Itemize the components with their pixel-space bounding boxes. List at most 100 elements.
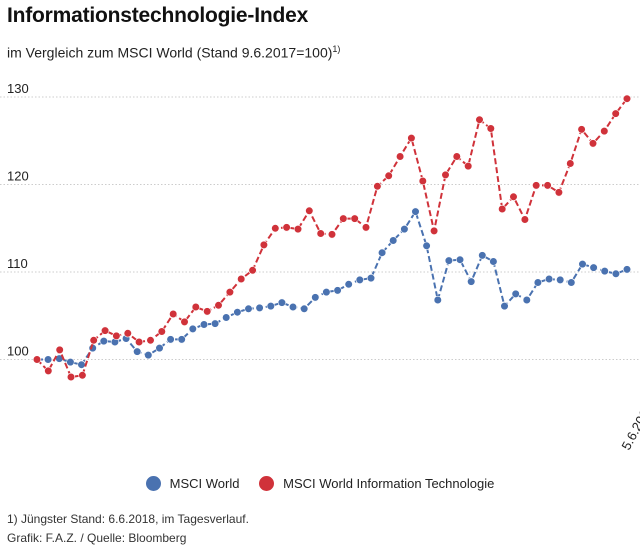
data-point-s0-22 bbox=[277, 298, 287, 307]
data-point-s1-20 bbox=[259, 240, 269, 249]
data-point-s1-46 bbox=[554, 188, 564, 197]
chart-legend: MSCI World MSCI World Information Techno… bbox=[0, 476, 640, 494]
data-point-s0-4 bbox=[77, 360, 86, 369]
data-point-s1-23 bbox=[293, 225, 303, 234]
data-point-s1-47 bbox=[566, 159, 575, 168]
legend-label-msci-world: MSCI World bbox=[169, 476, 240, 491]
data-point-s0-43 bbox=[511, 289, 520, 299]
legend-marker-msci-it bbox=[259, 476, 275, 491]
data-point-s1-14 bbox=[191, 302, 200, 312]
data-point-s0-24 bbox=[300, 304, 309, 313]
data-point-s0-40 bbox=[478, 251, 487, 260]
data-point-s1-34 bbox=[418, 176, 427, 186]
data-point-s1-11 bbox=[157, 327, 166, 336]
data-point-s0-3 bbox=[66, 358, 75, 367]
data-point-s1-49 bbox=[588, 139, 598, 148]
data-point-s0-21 bbox=[266, 302, 275, 311]
data-point-s0-38 bbox=[455, 255, 465, 264]
data-point-s0-44 bbox=[522, 295, 531, 305]
data-point-s1-40 bbox=[486, 124, 495, 133]
data-point-s0-49 bbox=[578, 260, 587, 269]
data-point-s1-44 bbox=[532, 181, 541, 190]
data-point-s0-12 bbox=[166, 335, 175, 344]
data-point-s0-52 bbox=[611, 269, 621, 278]
data-point-s1-48 bbox=[577, 125, 586, 134]
data-point-s1-4 bbox=[78, 371, 87, 380]
data-point-s0-34 bbox=[411, 207, 420, 216]
data-point-s1-5 bbox=[89, 336, 98, 345]
data-point-s0-23 bbox=[288, 302, 298, 312]
data-point-s0-32 bbox=[389, 236, 398, 245]
data-point-s1-32 bbox=[396, 152, 405, 161]
data-point-s1-33 bbox=[407, 134, 416, 143]
data-point-s0-9 bbox=[133, 347, 142, 356]
data-point-s1-38 bbox=[464, 162, 473, 171]
data-point-s1-3 bbox=[66, 372, 76, 382]
data-point-s1-0 bbox=[32, 355, 42, 364]
data-point-s0-1 bbox=[43, 355, 53, 364]
source-credit: Grafik: F.A.Z. / Quelle: Bloomberg bbox=[7, 531, 187, 545]
data-point-s0-29 bbox=[355, 275, 364, 285]
footnote: 1) Jüngster Stand: 6.6.2018, im Tagesver… bbox=[7, 512, 249, 526]
data-point-s0-28 bbox=[344, 280, 353, 289]
data-point-s1-52 bbox=[622, 94, 632, 103]
data-point-s0-25 bbox=[311, 293, 320, 302]
y-tick-label-100: 100 bbox=[7, 344, 29, 359]
data-point-s0-47 bbox=[556, 275, 565, 285]
x-end-label: 5.6.2018 bbox=[618, 401, 640, 453]
data-point-s1-39 bbox=[475, 115, 484, 124]
data-point-s0-27 bbox=[333, 286, 342, 295]
data-point-s1-15 bbox=[203, 307, 212, 316]
data-point-s1-19 bbox=[248, 266, 257, 275]
data-point-s1-28 bbox=[350, 214, 359, 223]
data-point-s0-45 bbox=[533, 278, 543, 287]
data-point-s1-29 bbox=[361, 223, 371, 232]
data-point-s1-45 bbox=[543, 181, 552, 190]
data-point-s0-33 bbox=[400, 225, 409, 234]
legend-item-msci-it[interactable]: MSCI World Information Technologie bbox=[259, 476, 494, 491]
data-point-s1-1 bbox=[44, 366, 53, 376]
data-point-s1-6 bbox=[100, 326, 110, 335]
data-point-s0-51 bbox=[600, 267, 609, 276]
chart-subtitle: im Vergleich zum MSCI World (Stand 9.6.2… bbox=[7, 44, 340, 61]
data-point-s0-48 bbox=[567, 278, 576, 287]
data-point-s0-17 bbox=[222, 313, 231, 322]
y-tick-label-120: 120 bbox=[7, 169, 29, 184]
data-point-s0-11 bbox=[155, 344, 164, 353]
footnote-marker: 1) bbox=[332, 44, 341, 54]
data-point-s0-26 bbox=[322, 288, 331, 297]
data-point-s0-20 bbox=[255, 303, 264, 313]
data-point-s0-18 bbox=[233, 308, 242, 317]
data-point-s0-30 bbox=[366, 274, 376, 283]
data-point-s0-10 bbox=[144, 351, 153, 360]
data-point-s0-39 bbox=[467, 277, 476, 286]
legend-item-msci-world[interactable]: MSCI World bbox=[145, 476, 240, 491]
chart-title: Informationstechnologie-Index bbox=[7, 4, 309, 27]
data-point-s1-13 bbox=[180, 317, 189, 327]
data-point-s1-18 bbox=[237, 274, 246, 284]
data-point-s1-24 bbox=[305, 206, 314, 215]
data-point-s0-6 bbox=[99, 337, 108, 346]
data-point-s0-50 bbox=[589, 263, 598, 272]
legend-label-msci-it: MSCI World Information Technologie bbox=[283, 476, 495, 491]
series-line-0 bbox=[37, 210, 628, 366]
data-point-s1-51 bbox=[611, 109, 620, 118]
data-point-s1-21 bbox=[271, 224, 280, 233]
data-point-s1-22 bbox=[282, 223, 291, 232]
data-point-s1-27 bbox=[339, 214, 348, 223]
data-point-s0-53 bbox=[622, 265, 632, 274]
data-point-s0-37 bbox=[444, 256, 454, 265]
data-point-s1-37 bbox=[452, 152, 461, 161]
data-point-s1-26 bbox=[327, 230, 337, 239]
data-point-s0-19 bbox=[244, 304, 253, 313]
data-point-s1-9 bbox=[135, 337, 144, 347]
data-point-s0-36 bbox=[433, 295, 442, 305]
data-point-s1-12 bbox=[169, 309, 178, 319]
legend-marker-msci-world bbox=[145, 476, 161, 491]
data-point-s1-17 bbox=[225, 288, 234, 297]
subtitle-text: im Vergleich zum MSCI World (Stand 9.6.2… bbox=[7, 44, 333, 61]
data-point-s0-35 bbox=[422, 241, 431, 250]
data-point-s0-16 bbox=[211, 319, 220, 328]
data-point-s0-42 bbox=[500, 302, 509, 311]
data-point-s0-14 bbox=[188, 324, 197, 334]
